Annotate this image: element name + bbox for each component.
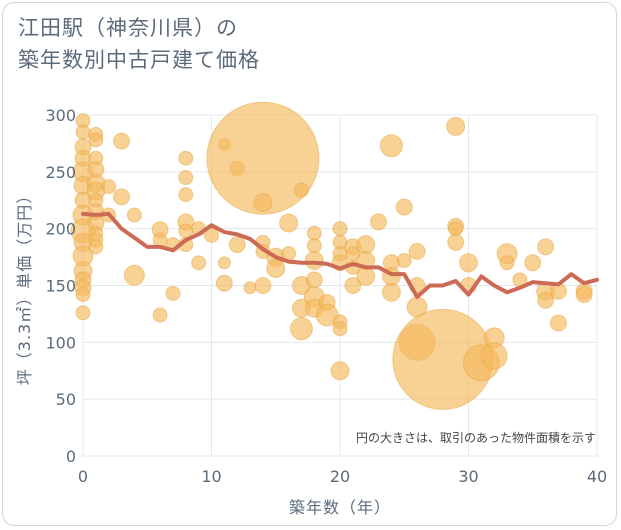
- title-line-2: 築年数別中古戸建て価格: [18, 48, 260, 72]
- y-tick-label: 250: [45, 163, 76, 182]
- data-bubble: [289, 317, 313, 341]
- data-bubble: [75, 287, 91, 303]
- data-bubble: [113, 188, 131, 206]
- bubble-series: [70, 101, 593, 410]
- y-tick-label: 300: [45, 106, 76, 125]
- average-price-line: [81, 211, 599, 299]
- data-bubble: [446, 116, 466, 136]
- data-bubble: [75, 124, 91, 140]
- data-bubble: [113, 132, 131, 150]
- data-bubble: [191, 255, 207, 271]
- y-tick-label: 0: [66, 447, 76, 466]
- data-bubble: [206, 101, 320, 215]
- y-tick-label: 100: [45, 333, 76, 352]
- data-bubble: [178, 187, 194, 203]
- data-bubble: [396, 252, 412, 268]
- y-tick-label: 200: [45, 220, 76, 239]
- data-bubble: [88, 239, 104, 255]
- data-bubble: [253, 193, 273, 213]
- bubble-size-note: 円の大きさは、取引のあった物件面積を示す: [356, 430, 596, 445]
- data-bubble: [459, 253, 478, 273]
- data-bubble: [254, 277, 272, 294]
- data-bubble: [499, 255, 515, 271]
- x-tick-label: 0: [78, 467, 88, 486]
- data-bubble: [178, 170, 194, 186]
- data-bubble: [304, 250, 324, 270]
- data-bubble: [356, 266, 376, 286]
- y-tick-label: 50: [56, 390, 76, 409]
- data-bubble: [448, 221, 464, 237]
- data-bubble: [447, 233, 465, 251]
- average-line-group: [81, 211, 599, 299]
- data-bubble: [178, 150, 194, 166]
- data-bubble: [217, 256, 231, 270]
- data-bubble: [165, 285, 181, 301]
- y-tick-label: 150: [45, 277, 76, 296]
- data-bubble: [370, 213, 388, 231]
- data-bubble: [332, 321, 348, 337]
- x-tick-label: 30: [458, 467, 478, 486]
- data-bubble: [75, 305, 91, 321]
- data-bubble: [305, 271, 323, 289]
- data-bubble: [381, 282, 401, 302]
- title-line-1: 江田駅（神奈川県）の: [18, 16, 238, 40]
- data-bubble: [306, 238, 322, 254]
- data-bubble: [215, 274, 233, 292]
- data-bubble: [101, 179, 117, 195]
- data-bubble: [228, 236, 246, 254]
- chart-title: 江田駅（神奈川県）の 築年数別中古戸建て価格: [18, 12, 260, 76]
- data-bubble: [408, 242, 426, 260]
- data-bubble: [123, 264, 145, 286]
- data-bubble: [306, 225, 322, 241]
- x-tick-label: 40: [587, 467, 607, 486]
- data-bubble: [549, 314, 567, 332]
- y-axis-label: 坪（3.3㎡）単価（万円）: [15, 187, 34, 385]
- data-bubble: [537, 238, 555, 256]
- data-bubble: [480, 342, 508, 370]
- data-bubble: [537, 291, 555, 309]
- x-axis-label: 築年数（年）: [289, 498, 391, 517]
- data-bubble: [243, 281, 257, 295]
- data-bubble: [395, 198, 413, 216]
- data-bubble: [575, 286, 593, 304]
- data-bubble: [293, 182, 309, 198]
- data-bubble: [356, 235, 376, 255]
- data-bubble: [279, 213, 299, 233]
- data-bubble: [266, 258, 286, 278]
- axis-ticks: 0 50 100 150 200 250 300 0 10 20 30 40: [45, 106, 607, 486]
- x-tick-label: 20: [330, 467, 350, 486]
- x-tick-label: 10: [201, 467, 221, 486]
- data-bubble: [379, 134, 403, 158]
- data-bubble: [344, 277, 362, 294]
- data-bubble: [332, 221, 348, 237]
- data-bubble: [152, 307, 168, 323]
- data-bubble: [126, 207, 142, 223]
- data-bubble: [88, 132, 104, 148]
- data-bubble: [330, 361, 350, 381]
- data-bubble: [524, 254, 542, 272]
- data-bubble: [204, 227, 219, 243]
